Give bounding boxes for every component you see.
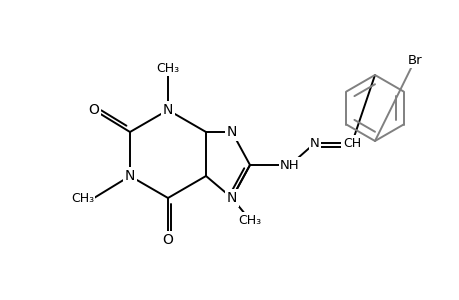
Text: N: N [309, 136, 319, 149]
Text: CH₃: CH₃ [71, 191, 94, 205]
Text: N: N [226, 191, 237, 205]
Text: O: O [89, 103, 99, 117]
Text: N: N [162, 103, 173, 117]
Text: NH: NH [280, 158, 299, 172]
Text: CH: CH [342, 136, 360, 149]
Text: CH₃: CH₃ [238, 214, 261, 226]
Text: N: N [124, 169, 135, 183]
Text: N: N [226, 125, 237, 139]
Text: O: O [162, 233, 173, 247]
Text: CH₃: CH₃ [156, 61, 179, 74]
Text: Br: Br [407, 53, 421, 67]
